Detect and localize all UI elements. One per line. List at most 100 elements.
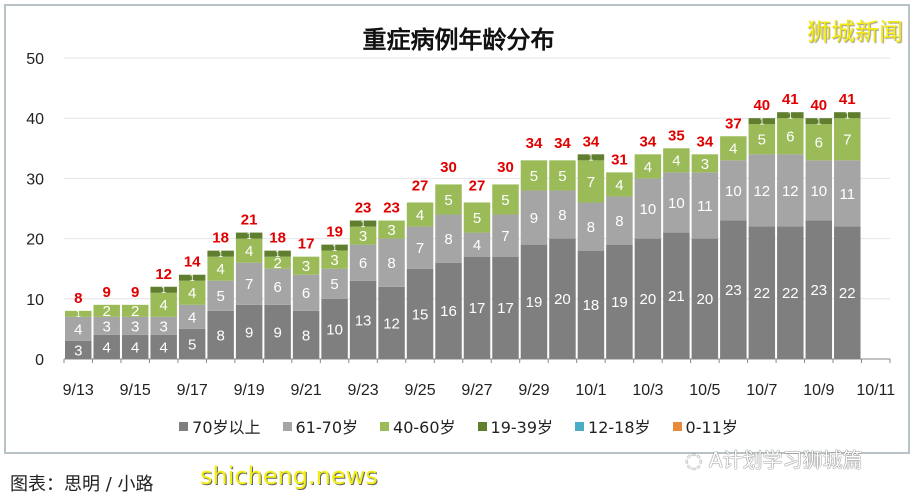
bar-segment [65, 310, 92, 317]
bar-total-label: 21 [241, 212, 258, 229]
bar-value-label: 4 [160, 297, 168, 314]
bar-segment [378, 286, 405, 359]
bar-total-label: 23 [383, 200, 400, 217]
bar-value-label: 1 [76, 309, 81, 319]
bar-segment [264, 268, 291, 305]
bar-value-label: 3 [387, 222, 395, 239]
bar-value-label: 6 [302, 285, 310, 302]
bar-value-label: 9 [530, 210, 538, 227]
legend-swatch [282, 421, 292, 431]
watermark: shicheng.news [200, 462, 378, 490]
bar-segment [577, 160, 605, 203]
legend-label: 40-60岁 [393, 418, 456, 437]
bar-value-label: 21 [668, 288, 685, 305]
bar-segment [549, 160, 576, 191]
bar-value-label: 4 [216, 261, 224, 278]
bar-value-label: 6 [815, 135, 823, 152]
bar-value-label: 22 [839, 285, 856, 302]
legend-label: 19-39岁 [490, 418, 554, 437]
bar-value-label: 1 [275, 249, 280, 259]
x-tick-label: 9/23 [347, 382, 378, 399]
bar-total-label: 23 [355, 200, 372, 217]
bar-total-label: 19 [326, 224, 343, 241]
bar-value-label: 3 [103, 318, 111, 335]
bar-segment [321, 244, 348, 251]
bar-total-label: 8 [74, 290, 82, 307]
bar-value-label: 4 [473, 237, 481, 254]
bar-segment [235, 238, 263, 263]
bar-segment [663, 172, 690, 233]
bar-segment [207, 310, 234, 359]
bar-total-label: 18 [269, 230, 286, 247]
bar-segment [805, 124, 833, 161]
bar-value-label: 10 [668, 195, 685, 212]
bar-segment [691, 238, 719, 359]
bar-value-label: 1 [190, 273, 195, 283]
bar-value-label: 20 [640, 291, 657, 308]
bar-segment [264, 250, 291, 257]
bar-value-label: 6 [273, 279, 281, 296]
bar-value-label: 4 [644, 159, 652, 176]
legend-swatch [575, 421, 585, 431]
bar-segment [93, 316, 120, 335]
bar-value-label: 3 [330, 252, 338, 269]
bar-total-label: 34 [554, 135, 571, 152]
bar-segment [235, 262, 263, 305]
bar-segment [834, 118, 861, 161]
bar-value-label: 7 [587, 174, 595, 191]
bar-value-label: 1 [247, 231, 252, 241]
bar-value-label: 10 [810, 183, 827, 200]
bar-segment [65, 340, 92, 359]
bar-segment [150, 292, 177, 317]
bar-segment [492, 214, 519, 257]
bar-segment [663, 232, 690, 359]
bar-segment [178, 328, 206, 359]
bar-value-label: 5 [473, 210, 481, 227]
bar-segment [634, 178, 662, 239]
bar-value-label: 10 [725, 183, 742, 200]
bar-value-label: 1 [161, 285, 166, 295]
bar-value-label: 5 [444, 192, 452, 209]
x-tick-label: 10/9 [803, 382, 834, 399]
x-tick-label: 10/3 [632, 382, 663, 399]
bar-total-label: 18 [212, 230, 229, 247]
bar-value-label: 19 [611, 294, 628, 311]
bar-segment [292, 256, 320, 275]
bar-value-label: 5 [530, 168, 538, 185]
bar-value-label: 3 [701, 156, 709, 173]
bar-segment [492, 184, 519, 215]
bar-total-label: 31 [611, 151, 628, 168]
bar-segment [321, 298, 348, 359]
bar-segment [349, 244, 377, 281]
x-tick-label: 9/17 [177, 382, 208, 399]
bar-segment [321, 250, 348, 269]
x-tick-label: 9/15 [120, 382, 151, 399]
bar-segment [435, 184, 462, 215]
bar-total-label: 35 [668, 127, 685, 144]
bar-segment [492, 256, 519, 359]
bar-segment [634, 154, 662, 179]
bar-segment [207, 280, 234, 311]
bar-value-label: 15 [412, 306, 429, 323]
bar-segment [150, 316, 177, 335]
x-tick-label: 9/25 [404, 382, 435, 399]
legend-label: 61-70岁 [295, 418, 359, 437]
bar-total-label: 30 [497, 159, 514, 176]
bar-segment [606, 244, 633, 359]
bar-value-label: 22 [782, 285, 799, 302]
brand-logo-text: 狮城新闻 [807, 18, 903, 46]
y-tick-label: 30 [26, 171, 44, 188]
bar-segment [663, 148, 690, 173]
bar-value-label: 10 [326, 321, 343, 338]
bar-value-label: 8 [615, 213, 623, 230]
bar-total-label: 34 [526, 135, 543, 152]
bar-segment [65, 316, 92, 341]
bar-value-label: 8 [387, 255, 395, 272]
bar-segment [549, 190, 576, 239]
bar-segment [777, 112, 804, 119]
bar-segment [748, 154, 776, 227]
bar-segment [805, 220, 833, 359]
bar-segment [463, 232, 491, 257]
legend-item: 0-11岁 [672, 414, 738, 438]
